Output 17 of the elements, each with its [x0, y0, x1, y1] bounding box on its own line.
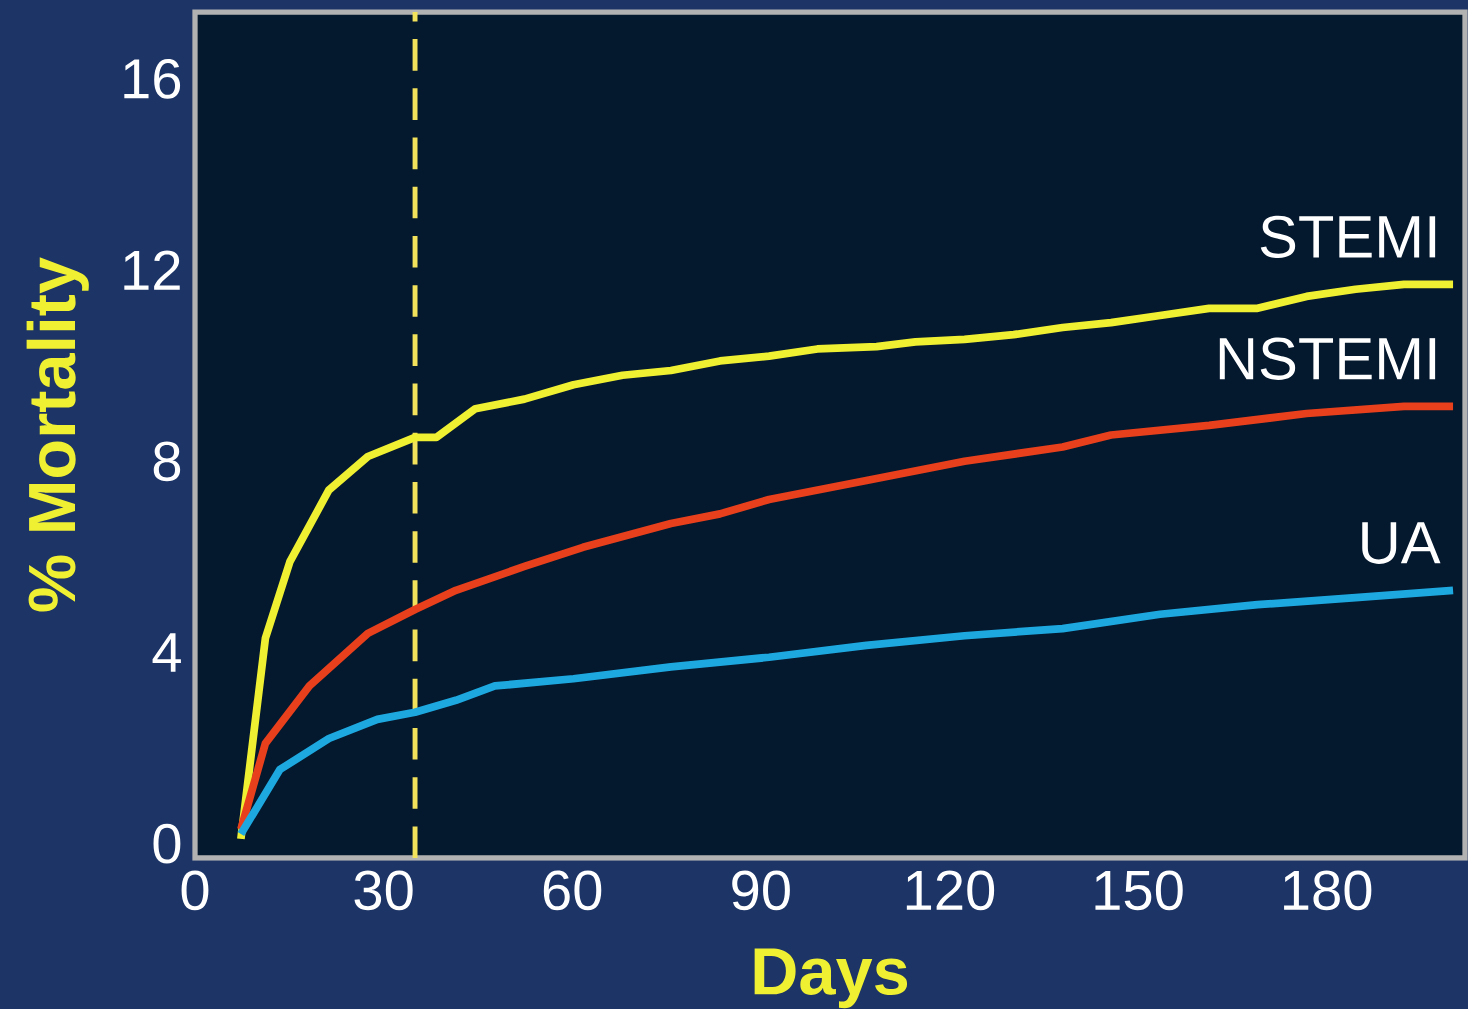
series-label: STEMI [1260, 215, 1436, 259]
y-tick-label: 16 [124, 59, 181, 99]
y-axis-title: % Mortality [26, 257, 89, 612]
series-label: UA [1362, 522, 1441, 564]
x-tick-label: 150 [1095, 870, 1183, 911]
series-label: NSTEMI [1219, 337, 1436, 380]
x-tick-label: 0 [181, 870, 209, 911]
x-tick-label: 120 [906, 870, 995, 911]
y-tick-label: 4 [152, 633, 181, 672]
y-tick-label: 12 [124, 250, 180, 290]
x-axis-title: Days [754, 948, 908, 1009]
y-tick-label: 8 [153, 441, 181, 482]
x-tick-label: 60 [543, 870, 602, 911]
x-tick-label: 90 [732, 870, 790, 911]
y-tick-label: 0 [153, 823, 181, 864]
x-tick-label: 180 [1284, 870, 1372, 911]
x-tick-label: 30 [354, 870, 413, 911]
